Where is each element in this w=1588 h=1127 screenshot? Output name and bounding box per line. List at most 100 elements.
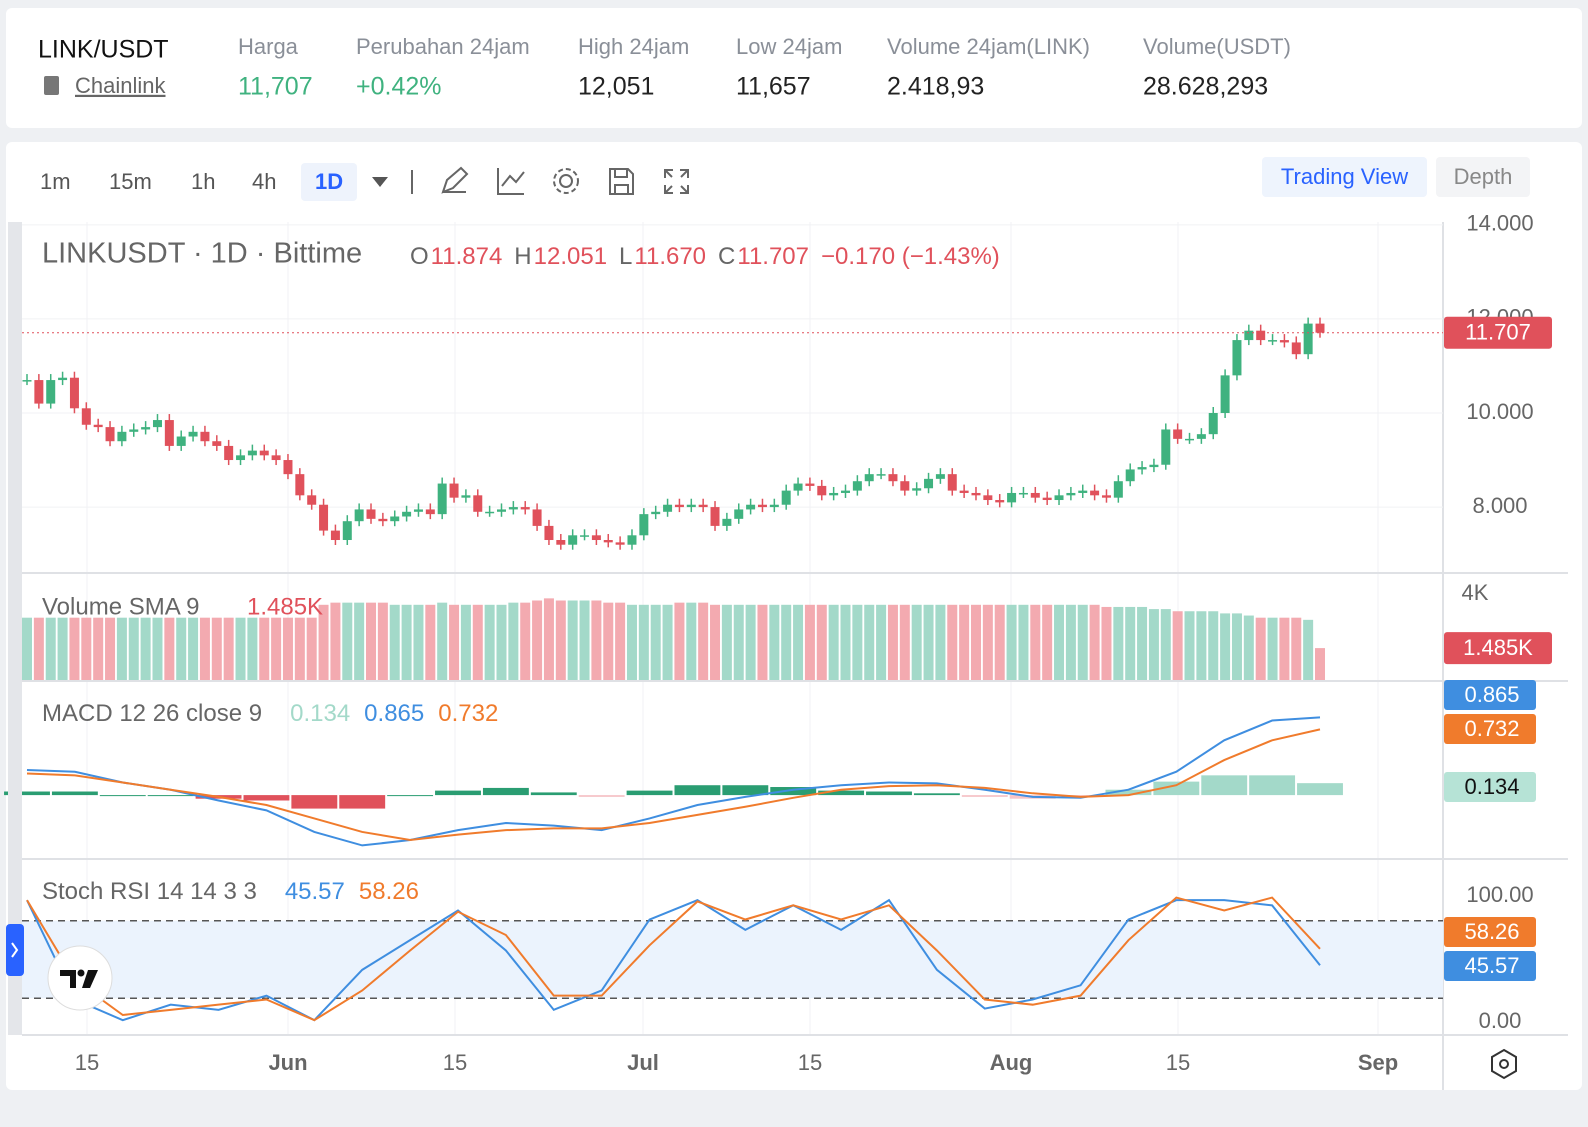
macd-hist (578, 795, 625, 797)
y-tick-label: 10.000 (1466, 399, 1533, 424)
indicator-icon[interactable] (497, 168, 525, 195)
settings-icon[interactable] (559, 174, 573, 188)
volume-bar (330, 602, 341, 680)
ohlc-legend: O11.874 H12.051 L11.670 C11.707 −0.170 (−1.4… (410, 243, 1000, 270)
volume-bar (152, 617, 163, 680)
stoch-title: Stoch RSI 14 14 3 3 (42, 878, 257, 905)
macd-hist (99, 795, 146, 797)
candle (378, 518, 388, 522)
volume-bar (887, 604, 898, 680)
candle (532, 509, 542, 526)
candle (224, 445, 234, 461)
stat-value: 28.628,293 (1143, 73, 1268, 101)
candle (449, 483, 459, 498)
stat-label: High 24jam (578, 34, 689, 59)
candle (912, 488, 922, 491)
volume-bar (389, 604, 400, 680)
candle (924, 478, 934, 489)
candle (900, 481, 910, 491)
volume-bar (745, 604, 756, 680)
ohlc-value: 12.051 (534, 243, 607, 270)
volume-bar (45, 617, 56, 680)
volume-bar (970, 604, 981, 680)
macd-value: 0.865 (364, 700, 424, 727)
candle (603, 540, 613, 543)
candle (1256, 330, 1266, 341)
candle (793, 483, 803, 491)
y-tick-label: 8.000 (1472, 493, 1527, 518)
candle (342, 521, 352, 541)
candle (852, 481, 862, 491)
tab[interactable]: Trading View (1281, 164, 1408, 189)
candle (1220, 375, 1230, 413)
ohlc-key: O (410, 243, 429, 270)
candle (580, 535, 590, 537)
dropdown-caret[interactable] (372, 177, 388, 187)
candle (271, 455, 281, 461)
stat-label: Low 24jam (736, 34, 842, 59)
fullscreen-icon[interactable] (664, 169, 689, 194)
volume-bar (425, 604, 436, 680)
candle (817, 485, 827, 496)
volume-bar (1148, 609, 1159, 680)
candle (473, 495, 483, 512)
candle (1303, 323, 1313, 355)
interval[interactable]: 1h (191, 169, 215, 194)
volume-bar (116, 617, 127, 680)
candle (734, 509, 744, 519)
candle (81, 408, 91, 425)
macd-hist (913, 793, 960, 796)
volume-bar (793, 604, 804, 680)
candle (746, 504, 756, 510)
volume-bar (603, 602, 614, 680)
candle (722, 518, 732, 526)
volume-bar (105, 617, 116, 680)
settings-hex[interactable] (1491, 1048, 1517, 1080)
candle (757, 504, 767, 508)
tab[interactable]: Depth (1454, 164, 1513, 189)
tv-logo[interactable] (47, 945, 113, 1011)
volume-bar (781, 604, 792, 680)
volume-bar (354, 602, 365, 680)
stat-label: Perubahan 24jam (356, 34, 530, 59)
volume-bar (698, 602, 709, 680)
side-toggle[interactable] (6, 924, 24, 976)
macd-hist (435, 790, 481, 796)
volume-bar (69, 617, 80, 680)
interval[interactable]: 1m (40, 169, 71, 194)
volume-bar (1030, 604, 1041, 680)
candle (805, 483, 815, 486)
volume-bar (1243, 615, 1254, 680)
macd-hist (243, 795, 290, 801)
candle (947, 474, 957, 491)
change: −0.170 (−1.43%) (821, 243, 1000, 270)
ohlc-value: 11.670 (634, 243, 706, 270)
interval-active-bg (301, 163, 357, 201)
candle (983, 495, 993, 501)
interval[interactable]: 15m (109, 169, 152, 194)
pair: LINK/USDT (38, 36, 169, 64)
interval[interactable]: 1D (315, 169, 343, 194)
ohlc-key: L (619, 243, 632, 270)
volume-bar (199, 617, 210, 680)
volume-bar (982, 604, 993, 680)
candle (627, 535, 637, 545)
candle (141, 427, 151, 430)
coin-name[interactable]: Chainlink (75, 73, 166, 98)
volume-bar (1089, 604, 1100, 680)
stat-label: Harga (238, 34, 299, 59)
save-icon[interactable] (609, 168, 634, 195)
volume-bar (93, 617, 104, 680)
draw-icon[interactable] (441, 166, 469, 194)
volume-bar (638, 604, 649, 680)
volume-title: Volume SMA 9 (42, 593, 199, 620)
candle (485, 511, 495, 514)
y-tick-label: 100.00 (1466, 882, 1533, 907)
volume-bar (686, 602, 697, 680)
candle (508, 507, 518, 510)
last-price-label: 11.707 (1465, 320, 1531, 345)
candle (496, 509, 506, 512)
interval[interactable]: 4h (252, 169, 276, 194)
volume-bar (211, 617, 222, 680)
volume-bar (223, 617, 234, 680)
